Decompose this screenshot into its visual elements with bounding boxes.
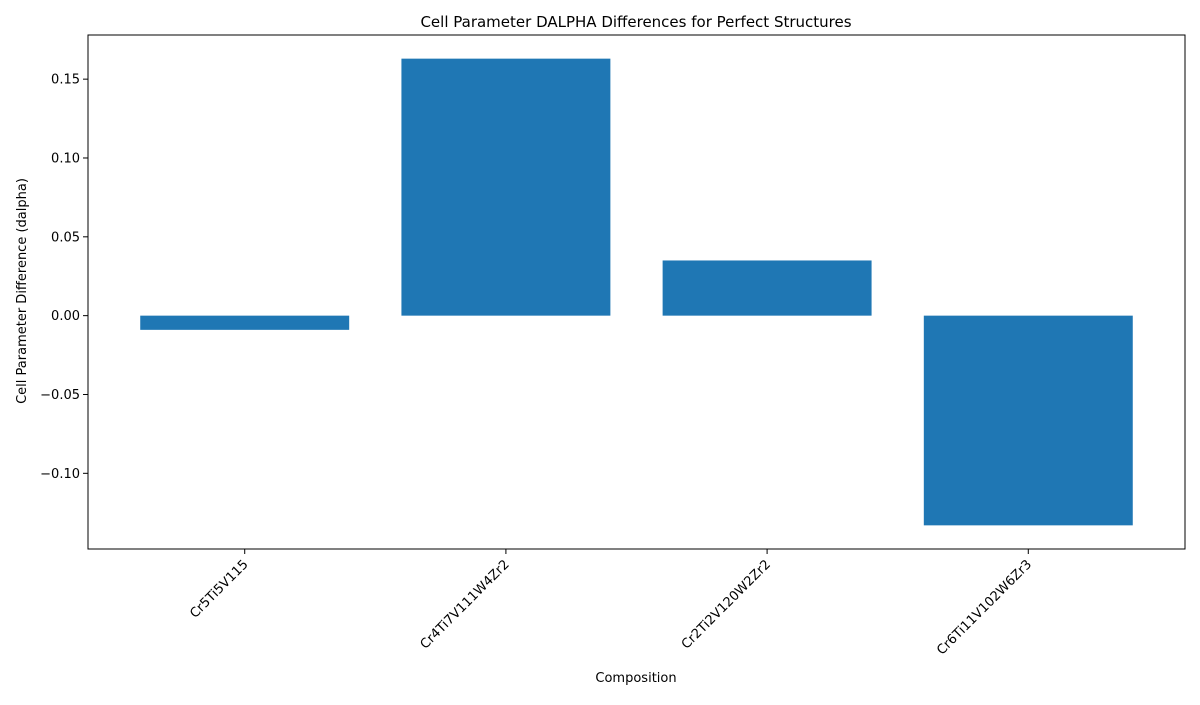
plot-frame (87, 34, 1186, 550)
x-axis-label: Composition (595, 671, 676, 686)
x-tick-label: Cr4Ti7V111W4Zr2 (418, 557, 513, 652)
bar-Cr6Ti11V102W6Zr3 (923, 315, 1133, 526)
x-tick-label: Cr6Ti11V102W6Zr3 (934, 557, 1035, 658)
y-tick-label: −0.05 (40, 388, 80, 403)
x-tick-label: Cr2Ti2V120W2Zr2 (679, 557, 774, 652)
y-tick-label: −0.10 (40, 467, 80, 482)
x-tick-label: Cr5Ti5V115 (187, 557, 251, 621)
bar-Cr2Ti2V120W2Zr2 (662, 260, 872, 316)
y-tick-label: 0.10 (51, 151, 80, 166)
bar-Cr4Ti7V111W4Zr2 (401, 58, 611, 316)
y-axis-label: Cell Parameter Difference (dalpha) (15, 178, 30, 404)
bar-Cr5Ti5V115 (140, 315, 350, 330)
y-tick-label: 0.00 (51, 309, 80, 324)
y-tick-label: 0.15 (51, 73, 80, 88)
y-tick-label: 0.05 (51, 230, 80, 245)
bars-layer (140, 58, 1133, 526)
chart-title: Cell Parameter DALPHA Differences for Pe… (420, 13, 851, 31)
